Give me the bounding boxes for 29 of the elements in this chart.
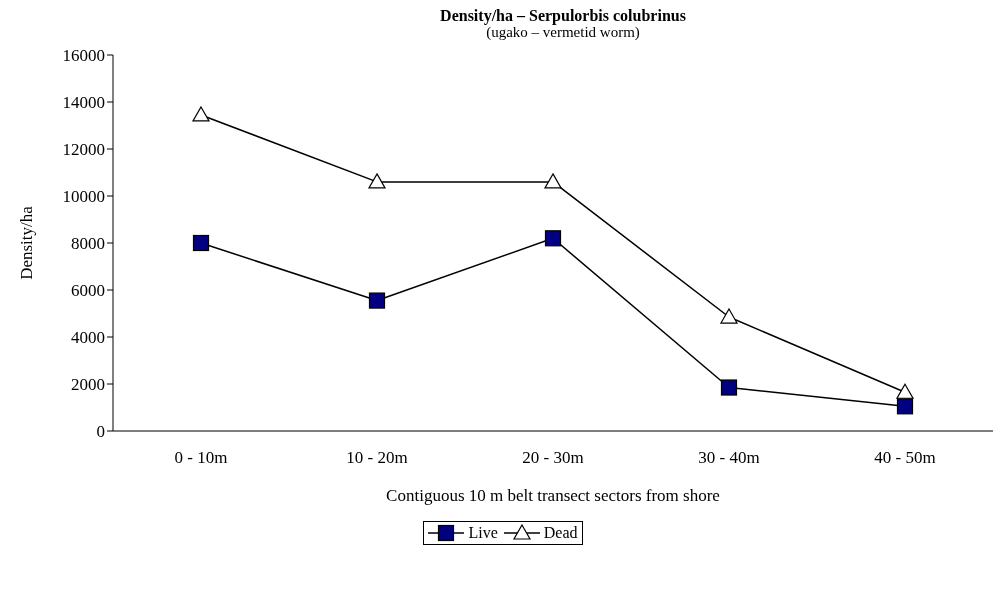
y-tick-label: 6000 (71, 280, 105, 300)
chart-title: Density/ha – Serpulorbis colubrinus (439, 7, 687, 25)
point (720, 378, 738, 396)
x-axis-title: Contiguous 10 m belt transect sectors from shore (386, 485, 720, 505)
x-tick-label: 10 - 20m (346, 447, 408, 467)
y-tick-label: 14000 (62, 92, 105, 112)
point (368, 172, 386, 189)
y-tick-label: 0 (96, 421, 105, 441)
y-tick-label: 10000 (62, 186, 105, 206)
y-axis-title: Density/ha (17, 205, 37, 280)
point (192, 105, 210, 122)
x-tick-label: 0 - 10m (174, 447, 228, 467)
x-tick-label: 20 - 30m (522, 447, 584, 467)
point (368, 292, 386, 309)
y-tick-label: 12000 (62, 139, 105, 159)
y-tick-label: 4000 (71, 327, 105, 347)
x-tick-label: 40 - 50m (874, 447, 936, 467)
y-tick-label: 8000 (71, 233, 105, 253)
point (544, 229, 562, 246)
y-tick-label: 2000 (71, 374, 105, 394)
point (192, 234, 210, 251)
x-tick-label: 30 - 40m (698, 447, 760, 467)
point (720, 307, 738, 324)
point (896, 383, 914, 399)
y-tick-label: 16000 (62, 45, 105, 65)
point (544, 172, 562, 189)
legend-label: Dead (543, 523, 578, 542)
legend-label: Live (468, 523, 498, 542)
point (896, 397, 914, 414)
